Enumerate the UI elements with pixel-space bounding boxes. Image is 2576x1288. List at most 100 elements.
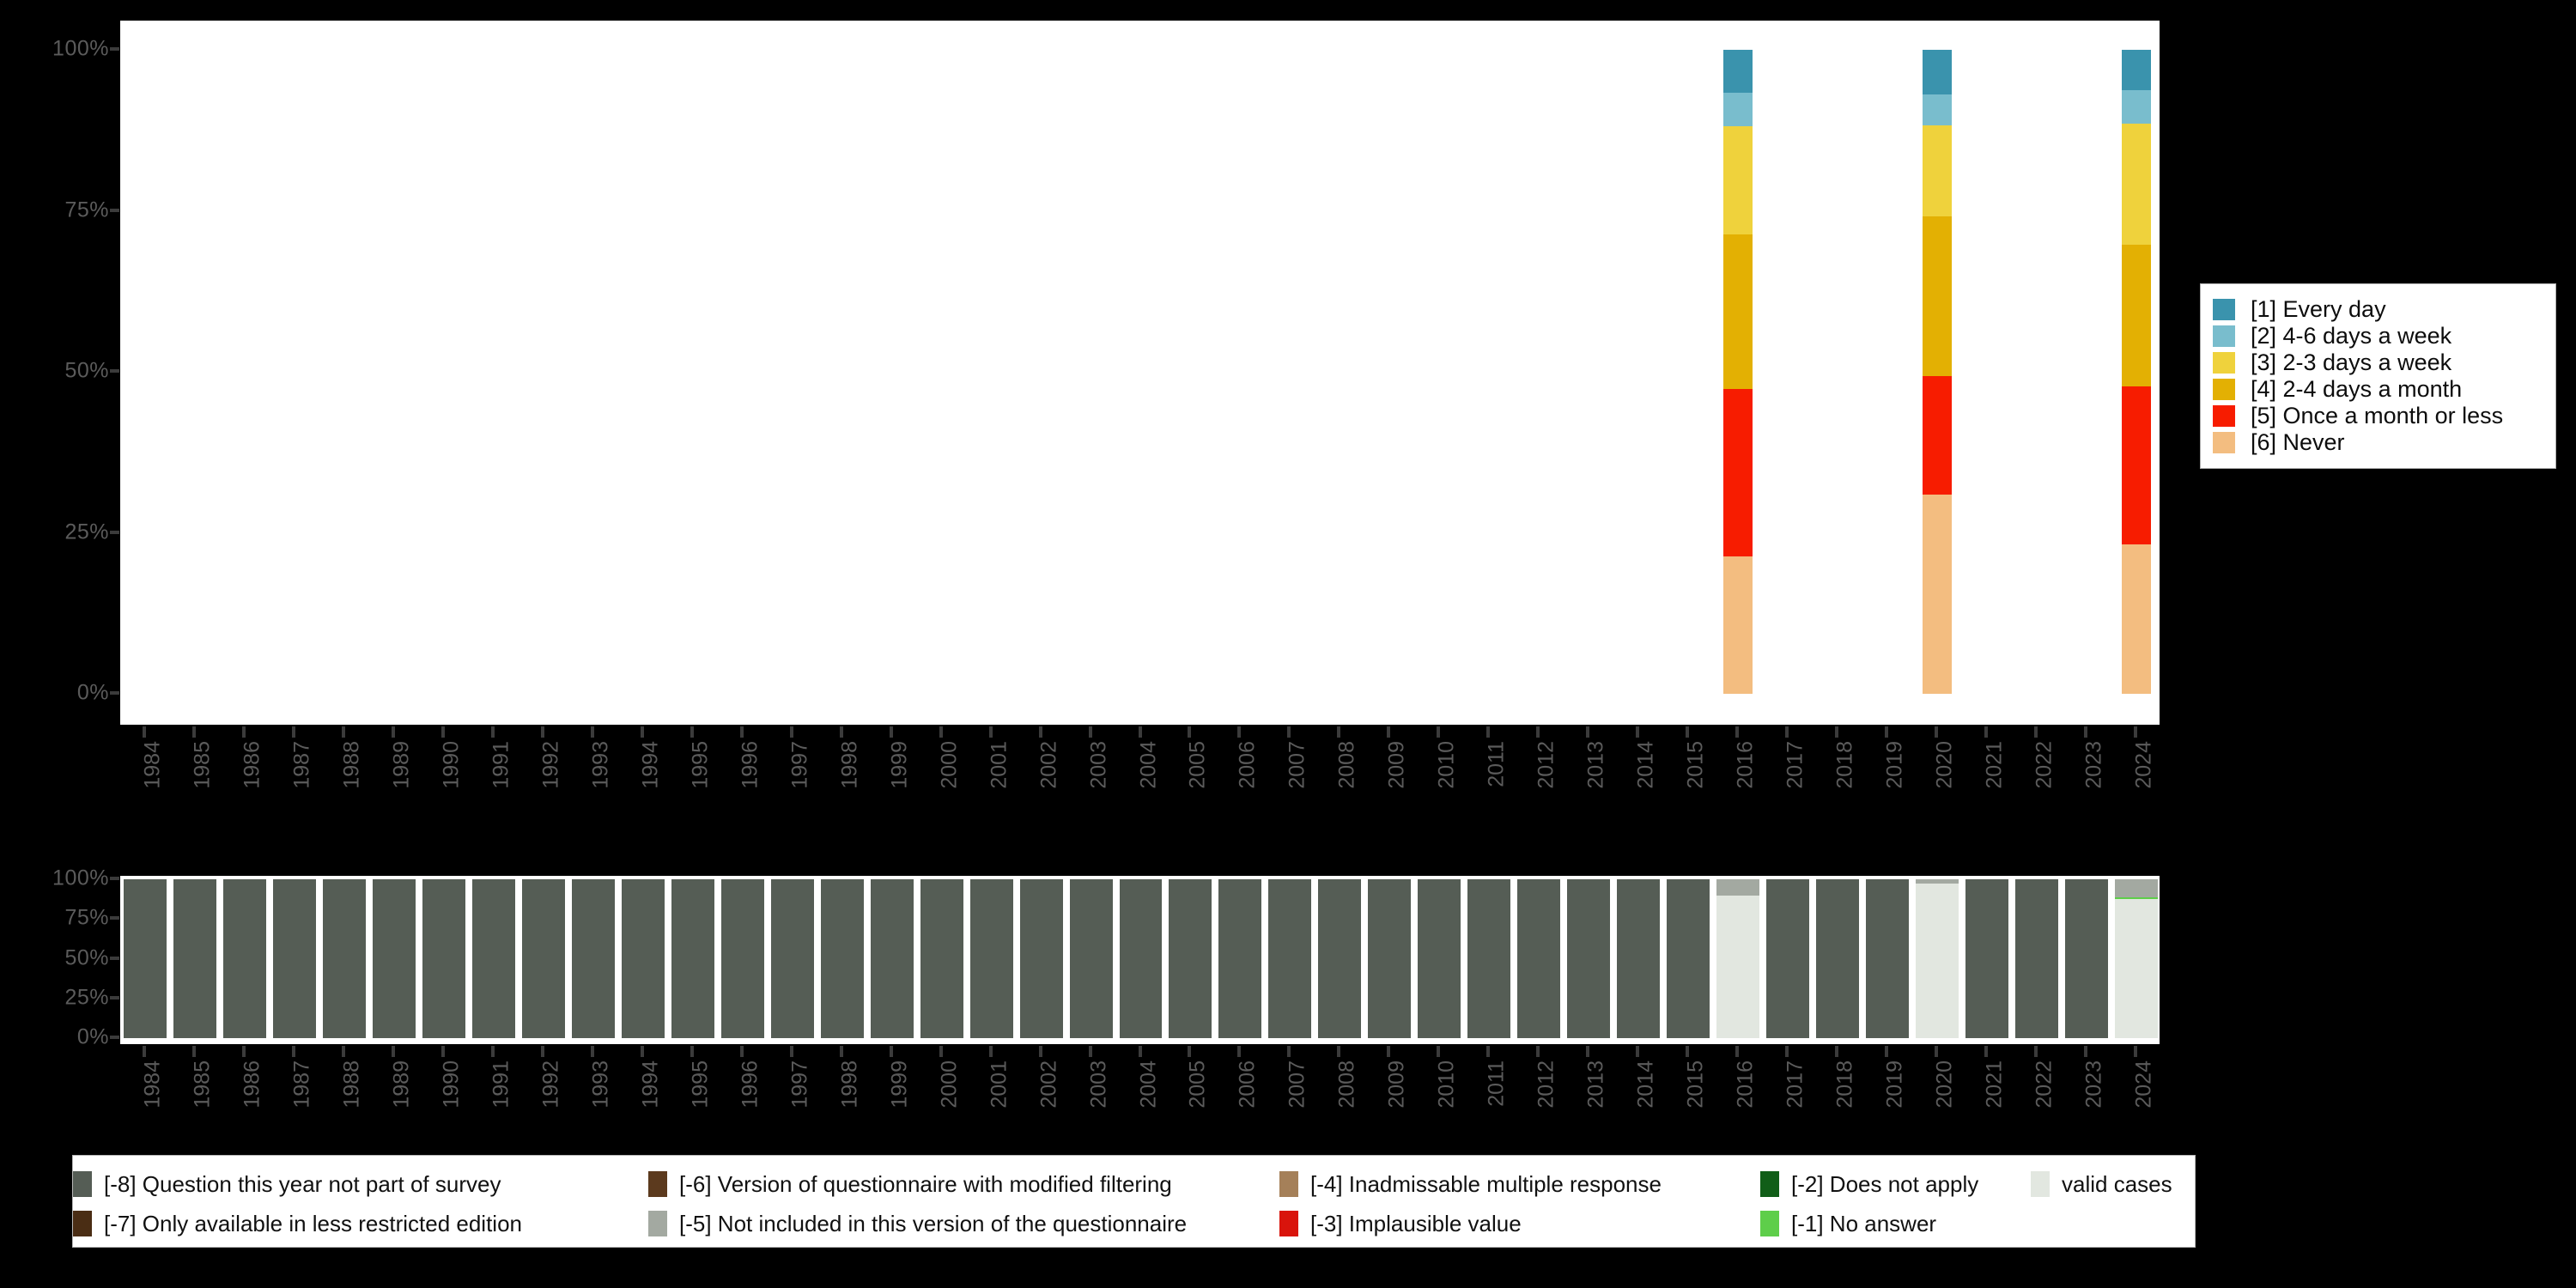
availability-bar-1996 — [720, 876, 764, 1044]
availability-x-tick-mark — [939, 1046, 943, 1057]
availability-x-tick-label: 1984 — [140, 1060, 165, 1109]
availability-bar-2000 — [920, 876, 963, 1044]
availability-segment — [2115, 896, 2158, 900]
missing-code-legend-item[interactable]: [-3] Implausible value — [1279, 1204, 1522, 1243]
availability-x-tick-label: 1991 — [489, 1060, 513, 1109]
missing-code-swatch-icon — [1279, 1171, 1298, 1197]
availability-bar-2016 — [1716, 876, 1760, 1044]
missing-code-legend-item[interactable]: valid cases — [2031, 1164, 2172, 1204]
main-x-tick-label: 2013 — [1583, 741, 1608, 789]
main-x-tick-mark — [540, 726, 544, 738]
main-x-tick-label: 1994 — [638, 741, 663, 789]
availability-x-tick-label: 1994 — [638, 1060, 663, 1109]
main-x-tick-mark — [690, 726, 694, 738]
availability-segment — [471, 879, 515, 1038]
main-x-tick-mark — [391, 726, 395, 738]
availability-x-tick-mark — [2134, 1046, 2137, 1057]
main-x-tick-label: 2022 — [2032, 741, 2057, 789]
legend-item[interactable]: [2] 4-6 days a week — [2213, 323, 2545, 349]
availability-x-tick-mark — [391, 1046, 395, 1057]
main-y-tick-label: 25% — [64, 519, 109, 544]
availability-x-tick-mark — [1088, 1046, 1092, 1057]
availability-x-tick-label: 2022 — [2032, 1060, 2057, 1109]
availability-x-tick-label: 2016 — [1733, 1060, 1758, 1109]
availability-x-tick-mark — [440, 1046, 445, 1057]
missing-code-legend-item[interactable]: [-5] Not included in this version of the… — [648, 1204, 1187, 1243]
missing-code-legend-item[interactable]: [-6] Version of questionnaire with modif… — [648, 1164, 1172, 1204]
main-x-tick-label: 1995 — [688, 741, 713, 789]
stacked-bar-2020 — [1923, 21, 1953, 726]
legend-item[interactable]: [4] 2-4 days a month — [2213, 376, 2545, 403]
availability-x-tick-label: 2004 — [1136, 1060, 1160, 1109]
main-x-tick-mark — [191, 726, 196, 738]
availability-bar-2009 — [1368, 876, 1412, 1044]
main-x-tick-mark — [1686, 726, 1690, 738]
main-x-tick-mark — [1337, 726, 1341, 738]
missing-code-legend-item[interactable]: [-4] Inadmissable multiple response — [1279, 1164, 1662, 1204]
availability-bar-1997 — [770, 876, 814, 1044]
missing-code-swatch-icon — [1760, 1211, 1779, 1236]
main-y-tick-label: 50% — [64, 358, 109, 383]
main-x-tick-mark — [2134, 726, 2137, 738]
availability-x-tick-mark — [2034, 1046, 2038, 1057]
main-x-tick-label: 2018 — [1832, 741, 1857, 789]
main-x-tick-label: 1999 — [887, 741, 912, 789]
bar-segment — [1723, 126, 1753, 235]
availability-bar-2010 — [1418, 876, 1461, 1044]
availability-bar-2006 — [1218, 876, 1262, 1044]
availability-segment — [1567, 879, 1611, 1038]
availability-segment — [720, 879, 764, 1038]
missing-code-swatch-icon — [73, 1211, 92, 1236]
availability-bar-1987 — [272, 876, 316, 1044]
legend-item[interactable]: [3] 2-3 days a week — [2213, 349, 2545, 376]
availability-segment — [1418, 879, 1461, 1038]
availability-x-tick-mark — [690, 1046, 694, 1057]
availability-x-tick-mark — [1437, 1046, 1441, 1057]
legend-swatch-icon — [2213, 379, 2235, 400]
bar-segment — [1923, 495, 1953, 694]
main-x-tick-mark — [1984, 726, 1989, 738]
availability-x-tick-mark — [889, 1046, 893, 1057]
availability-segment — [1069, 879, 1113, 1038]
main-x-tick-label: 1993 — [588, 741, 613, 789]
availability-bar-1989 — [372, 876, 416, 1044]
availability-x-tick-mark — [241, 1046, 246, 1057]
main-y-tick-label: 75% — [64, 197, 109, 222]
availability-bar-2002 — [1019, 876, 1063, 1044]
missing-code-legend-item[interactable]: [-8] Question this year not part of surv… — [73, 1164, 501, 1204]
availability-segment — [1318, 879, 1362, 1038]
missing-code-legend-item[interactable]: [-1] No answer — [1760, 1204, 1936, 1243]
availability-bar-1993 — [571, 876, 615, 1044]
main-x-tick-mark — [1785, 726, 1789, 738]
legend-item[interactable]: [5] Once a month or less — [2213, 403, 2545, 429]
main-x-tick-label: 2002 — [1036, 741, 1061, 789]
availability-x-tick-mark — [1636, 1046, 1640, 1057]
stacked-bar-2016 — [1723, 21, 1753, 726]
availability-segment — [870, 879, 914, 1038]
availability-x-tick-mark — [1984, 1046, 1989, 1057]
availability-segment — [1218, 879, 1262, 1038]
availability-x-tick-mark — [839, 1046, 843, 1057]
main-x-tick-label: 2005 — [1185, 741, 1210, 789]
availability-bar-2017 — [1766, 876, 1810, 1044]
availability-y-tick-mark — [110, 1036, 119, 1039]
availability-segment — [1169, 879, 1212, 1038]
main-x-tick-mark — [1835, 726, 1839, 738]
availability-x-tick-label: 1997 — [787, 1060, 812, 1109]
bar-segment — [1923, 94, 1953, 125]
availability-bar-1990 — [422, 876, 465, 1044]
missing-codes-legend: [-8] Question this year not part of surv… — [72, 1155, 2196, 1248]
availability-x-tick-label: 2020 — [1932, 1060, 1957, 1109]
availability-x-tick-label: 2012 — [1534, 1060, 1558, 1109]
availability-segment — [1268, 879, 1312, 1038]
missing-code-legend-item[interactable]: [-2] Does not apply — [1760, 1164, 1978, 1204]
legend-item[interactable]: [1] Every day — [2213, 296, 2545, 323]
missing-code-legend-item[interactable]: [-7] Only available in less restricted e… — [73, 1204, 522, 1243]
availability-segment — [1916, 879, 1959, 884]
main-x-tick-label: 2008 — [1334, 741, 1359, 789]
main-x-tick-label: 1985 — [190, 741, 215, 789]
legend-swatch-icon — [2213, 352, 2235, 374]
legend-item[interactable]: [6] Never — [2213, 429, 2545, 456]
availability-x-tick-mark — [739, 1046, 744, 1057]
availability-x-tick-mark — [590, 1046, 594, 1057]
